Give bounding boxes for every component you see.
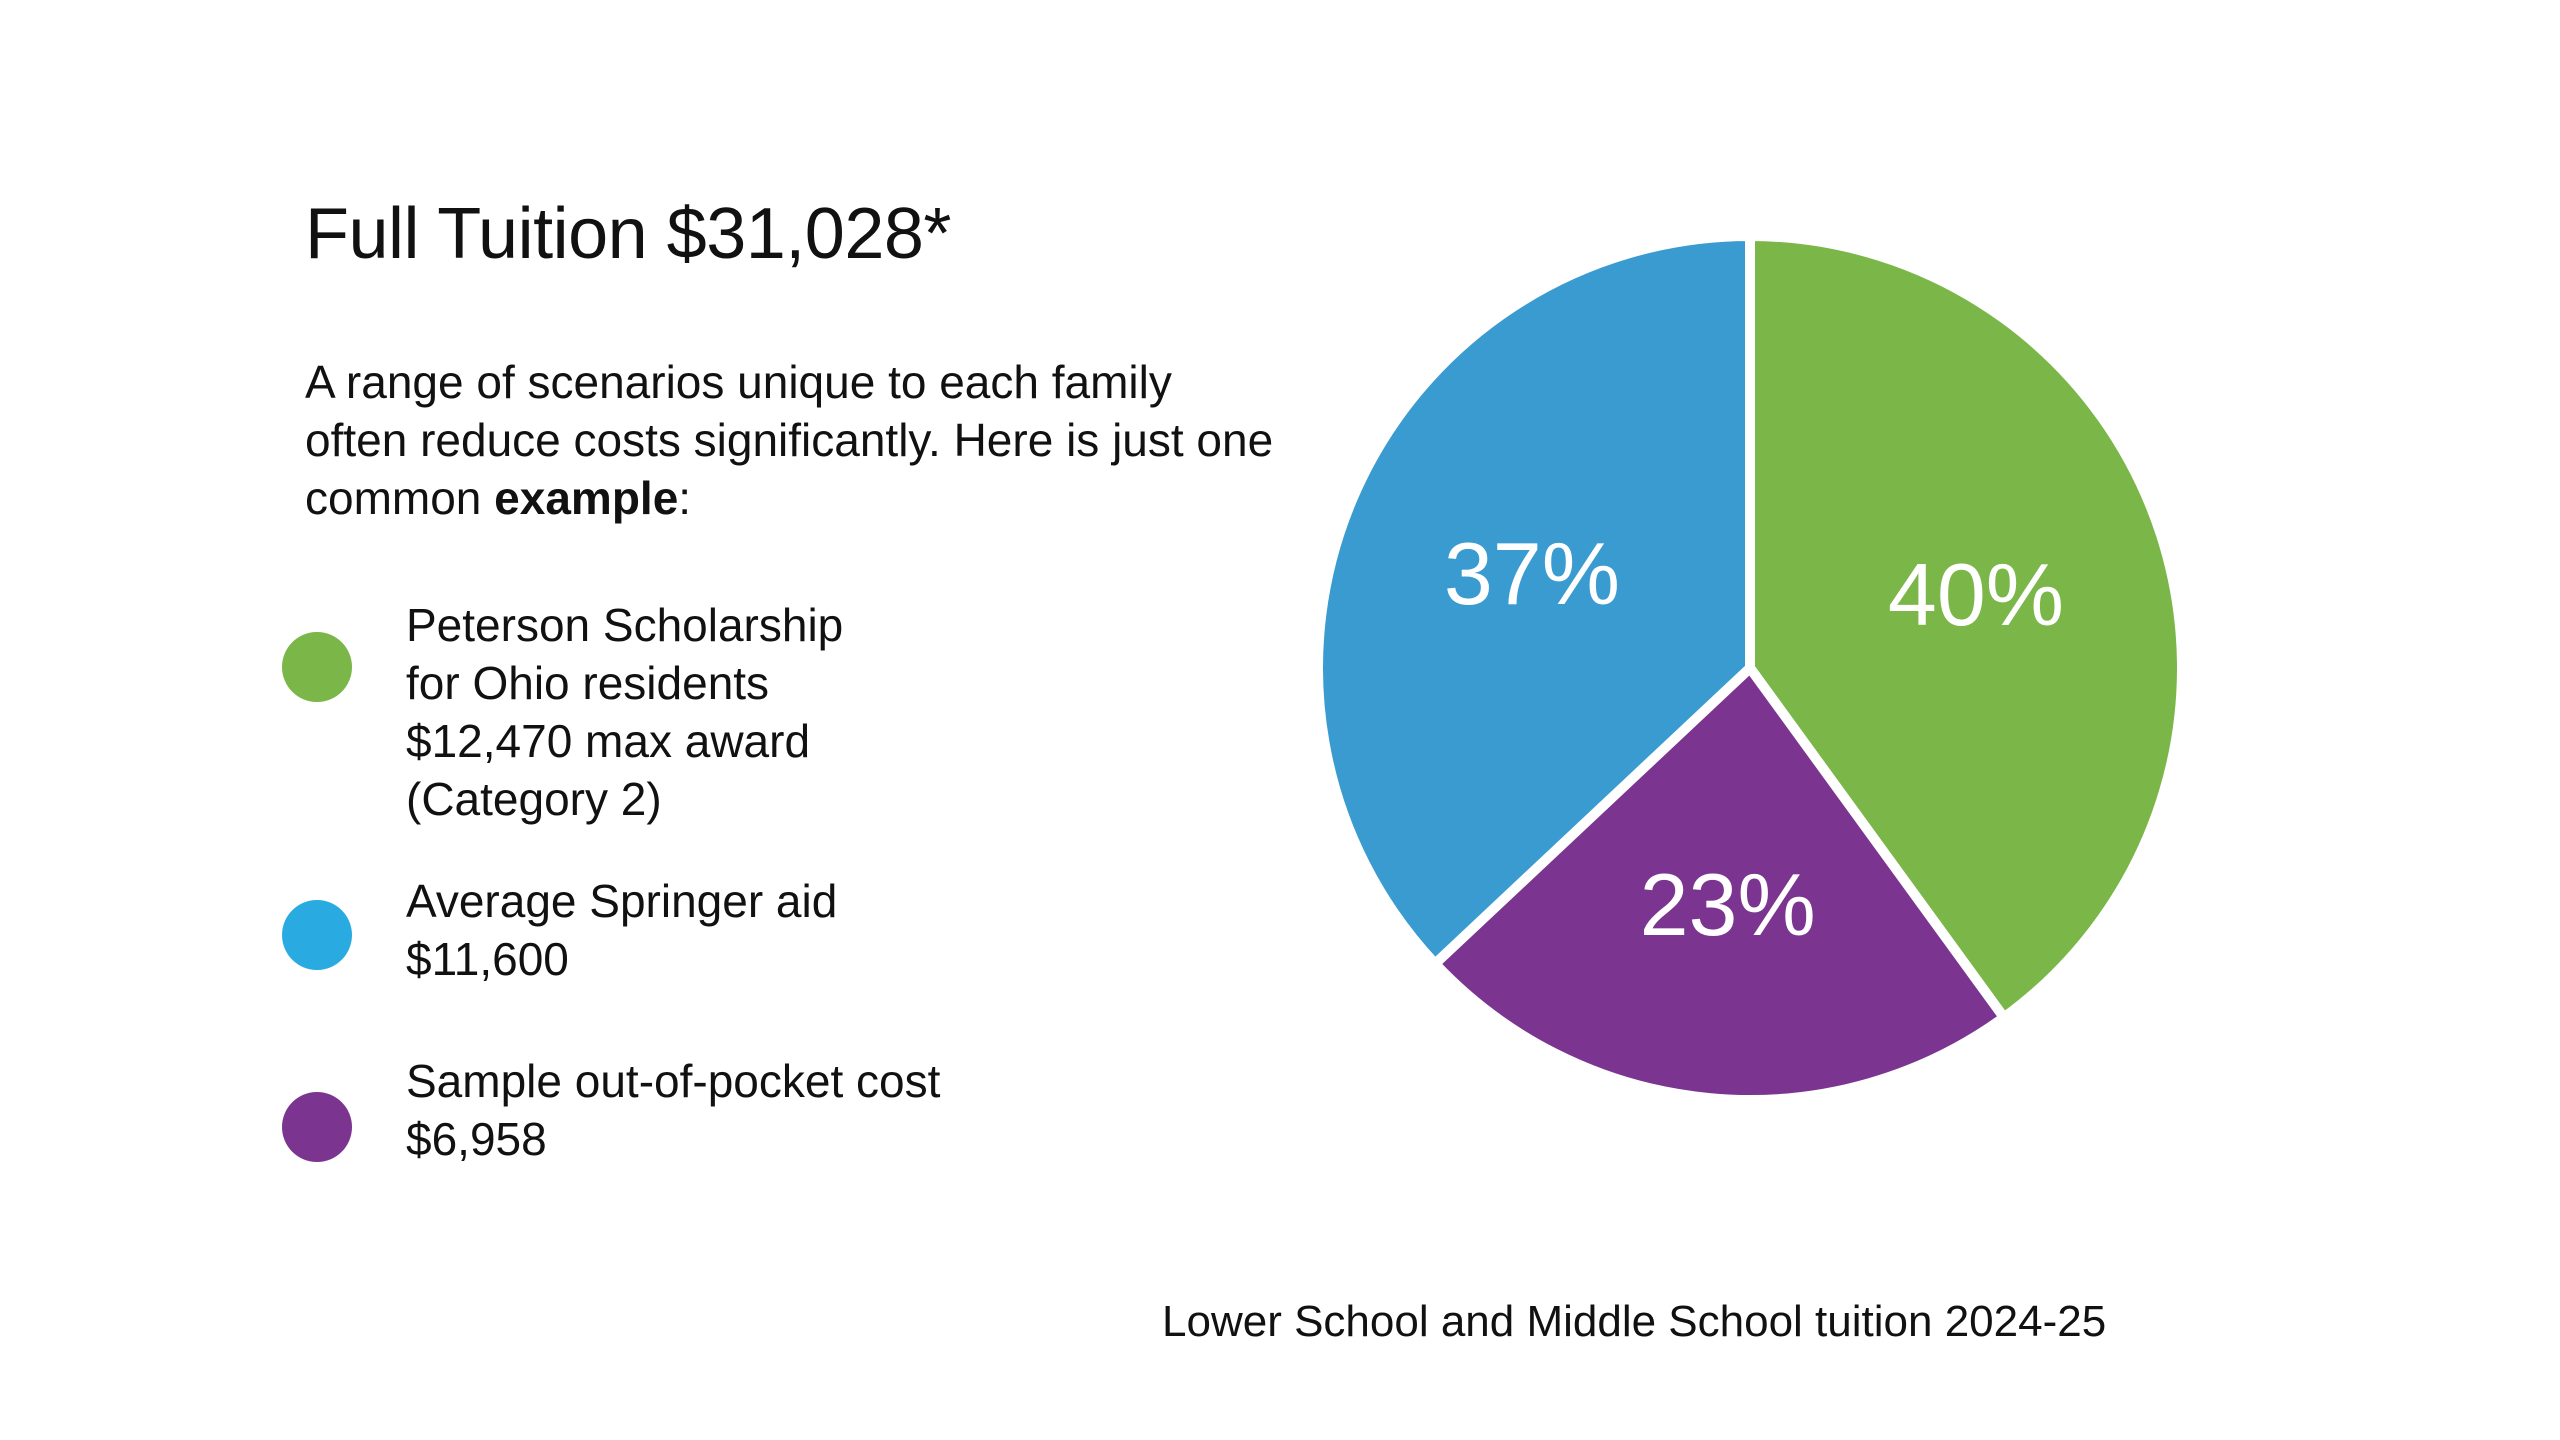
legend-text-peterson: Peterson Scholarship for Ohio residents … <box>406 596 843 828</box>
intro-paragraph: A range of scenarios unique to each fami… <box>305 353 1285 527</box>
legend-line: Peterson Scholarship <box>406 599 844 651</box>
legend-line: Average Springer aid <box>406 875 838 927</box>
pie-slice-label: 37% <box>1444 524 1620 623</box>
pie-slice-label: 23% <box>1640 855 1816 954</box>
intro-suffix: : <box>678 472 692 524</box>
legend-line: $6,958 <box>406 1113 547 1165</box>
legend-line: $12,470 max award <box>406 715 811 767</box>
legend-swatch-out-of-pocket <box>282 1092 352 1162</box>
legend-line: for Ohio residents <box>406 657 770 709</box>
page-title: Full Tuition $31,028* <box>305 194 951 274</box>
legend-line: (Category 2) <box>406 773 662 825</box>
legend-swatch-peterson <box>282 632 352 702</box>
legend-swatch-springer <box>282 900 352 970</box>
pie-slice-40 <box>1745 230 2187 1025</box>
pie-slice-37 <box>1313 230 1755 971</box>
pie-slice-23 <box>1428 660 2011 1105</box>
legend-line: $11,600 <box>406 933 569 985</box>
legend-text-springer: Average Springer aid $11,600 <box>406 872 837 988</box>
legend-line: Sample out-of-pocket cost <box>406 1055 941 1107</box>
intro-bold-word: example <box>494 472 679 524</box>
intro-text: A range of scenarios unique to each fami… <box>305 356 1274 524</box>
legend-text-out-of-pocket: Sample out-of-pocket cost $6,958 <box>406 1052 940 1168</box>
pie-slice-label: 40% <box>1888 545 2064 644</box>
chart-footnote: Lower School and Middle School tuition 2… <box>1162 1297 2107 1346</box>
